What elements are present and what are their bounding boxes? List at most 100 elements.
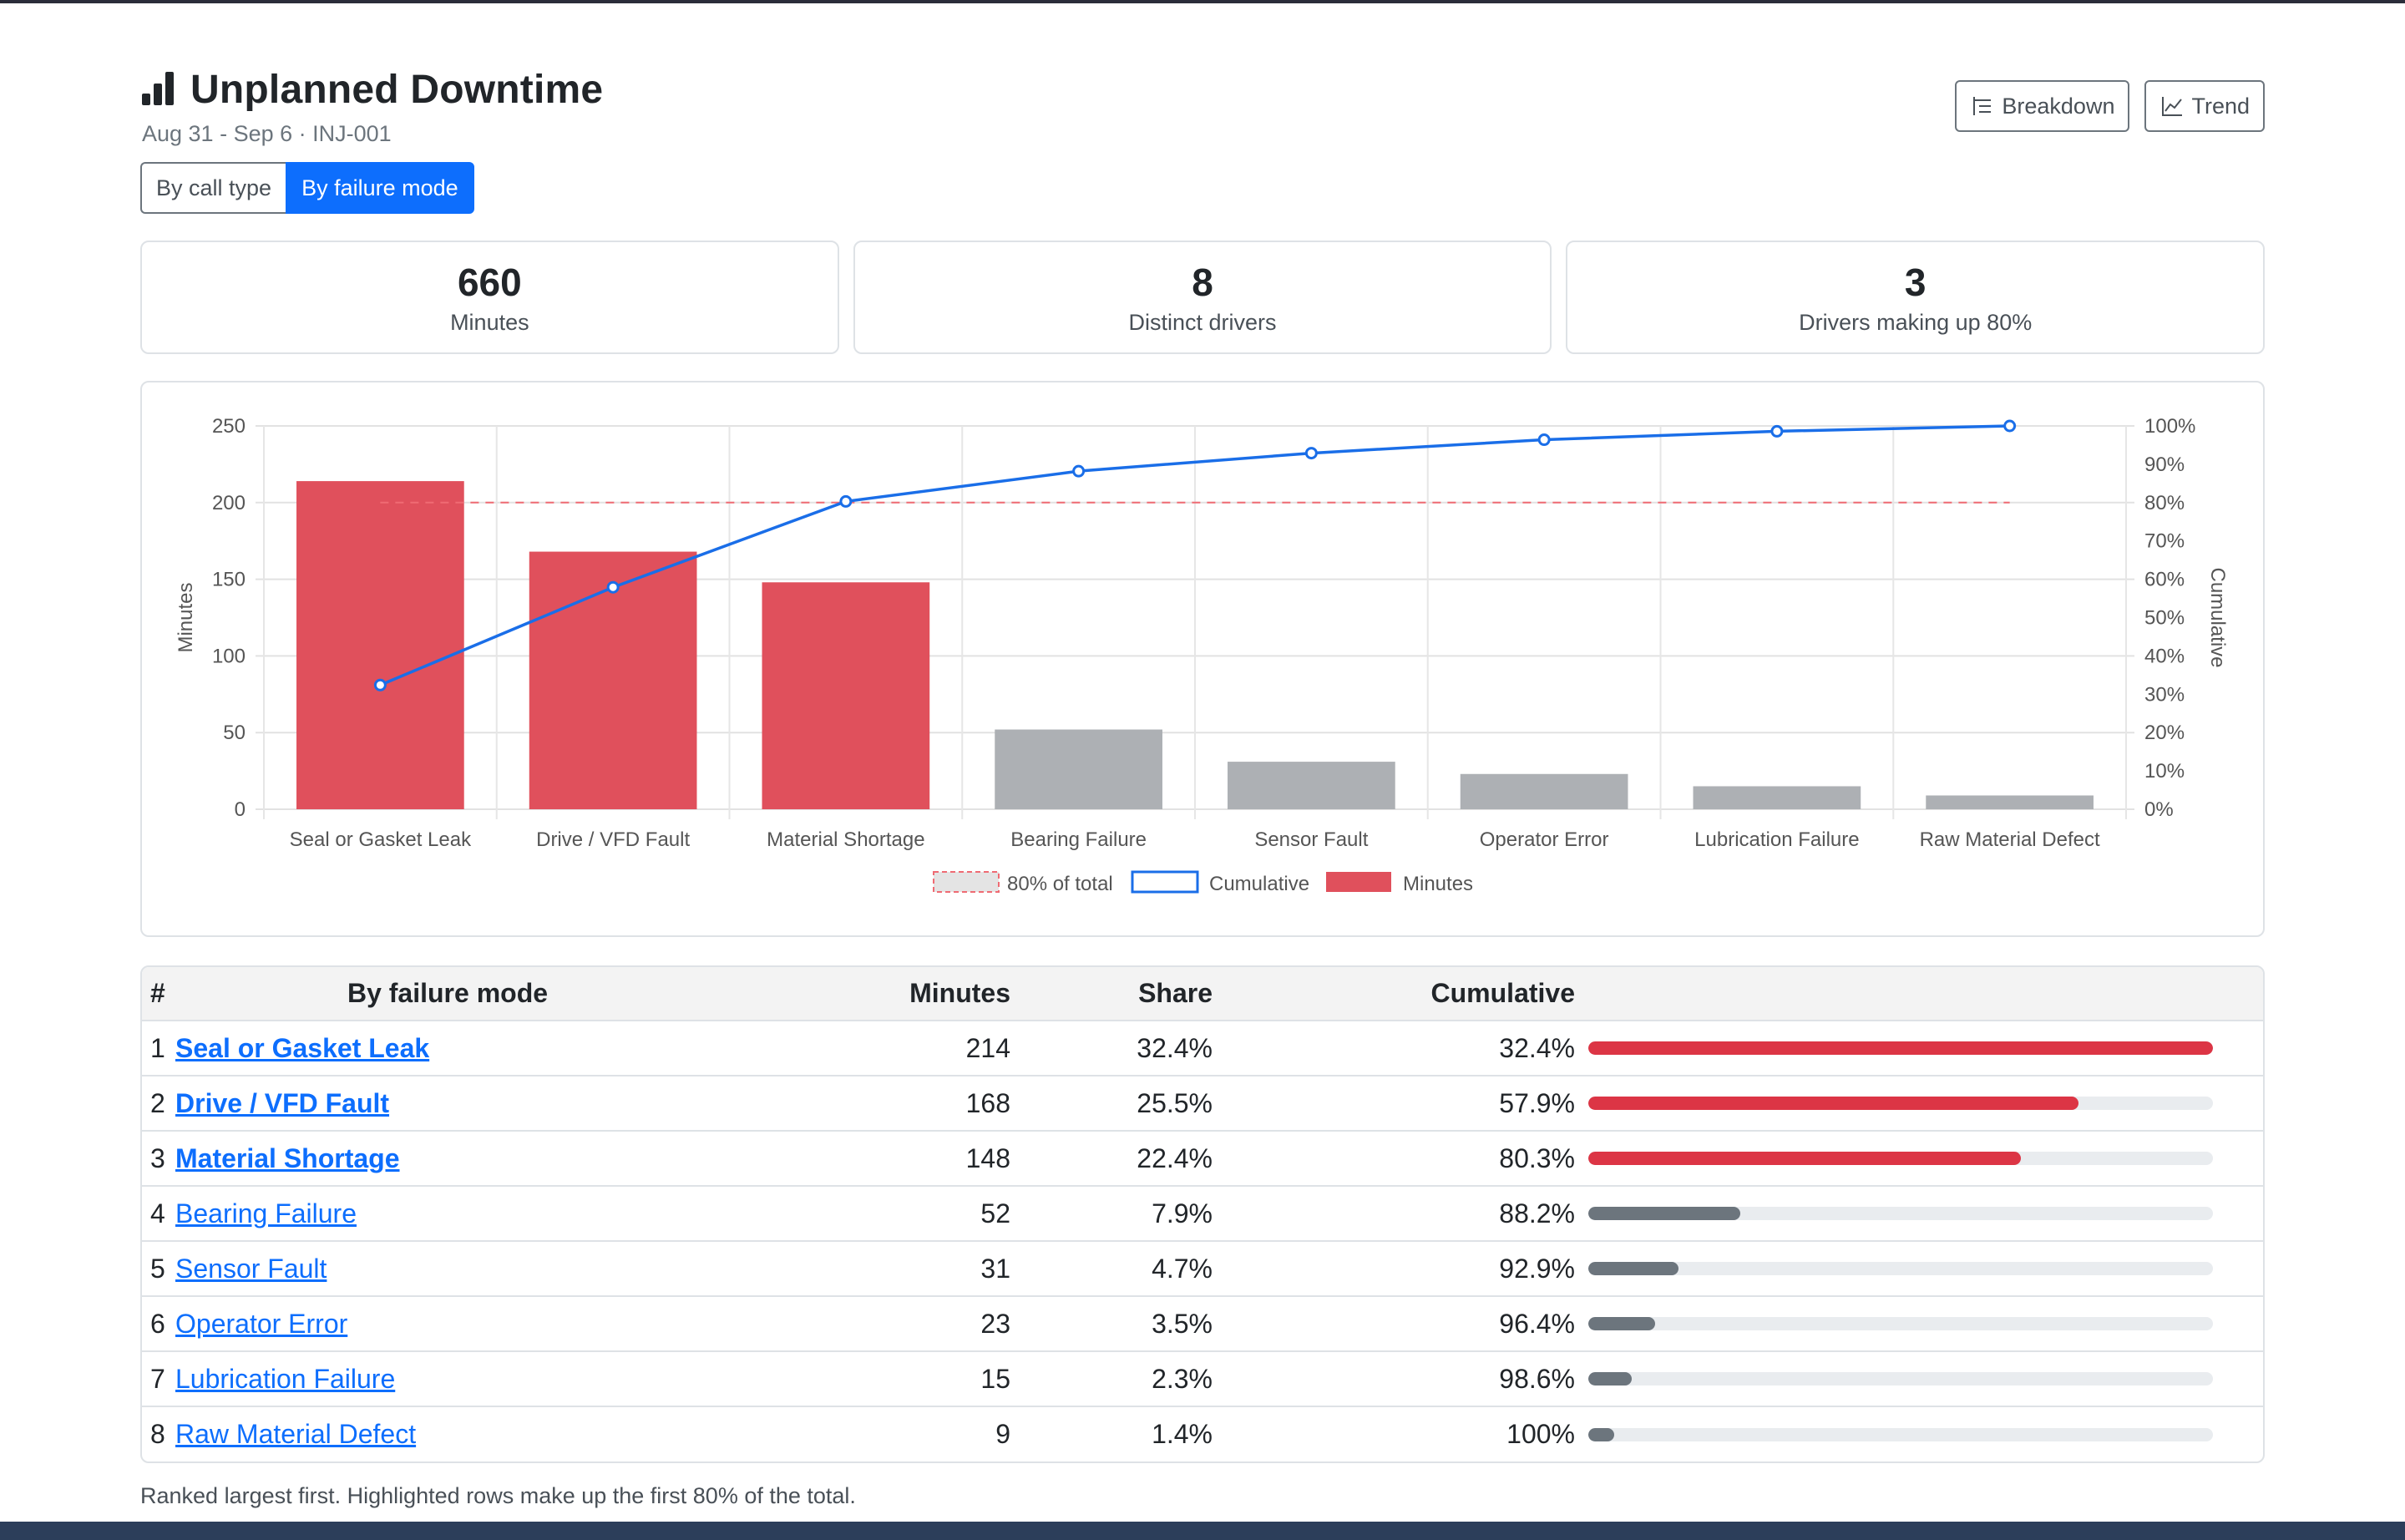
progress-fill	[1588, 1427, 1615, 1441]
x-tick-label: Sensor Fault	[1254, 828, 1368, 851]
y-tick-label: 250	[212, 415, 246, 438]
kpi-card-distinct-drivers: 8 Distinct drivers	[853, 241, 1552, 354]
failure-mode-link[interactable]: Raw Material Defect	[175, 1419, 417, 1449]
failure-mode-link[interactable]: Seal or Gasket Leak	[175, 1032, 430, 1063]
cell-minutes: 31	[980, 1253, 1010, 1284]
by-call-type-button[interactable]: By call type	[140, 162, 286, 214]
breakdown-button[interactable]: Breakdown	[1955, 80, 2130, 132]
legend-label-minutes: Minutes	[1403, 873, 1473, 895]
cell-minutes: 148	[965, 1142, 1010, 1173]
progress-fill	[1588, 1262, 1679, 1275]
by-failure-mode-button[interactable]: By failure mode	[286, 162, 474, 214]
failure-mode-link[interactable]: Drive / VFD Fault	[175, 1087, 390, 1118]
page-header: Unplanned Downtime Aug 31 - Sep 6 · INJ-…	[140, 67, 603, 147]
failure-mode-table-card: # By failure mode Minutes Share Cumulati…	[140, 965, 2265, 1463]
line-chart-icon	[2162, 97, 2183, 116]
x-tick-label: Raw Material Defect	[1920, 828, 2100, 851]
col-header-bar	[1588, 967, 2263, 1021]
y2-tick-label: 80%	[2144, 492, 2185, 514]
progress-track	[1588, 1427, 2213, 1441]
y2-tick-label: 50%	[2144, 607, 2185, 630]
cell-minutes: 214	[965, 1032, 1010, 1063]
progress-track	[1588, 1097, 2213, 1110]
failure-mode-link[interactable]: Lubrication Failure	[175, 1363, 396, 1394]
cell-cumulative: 80.3%	[1499, 1142, 1575, 1173]
table-header-row: # By failure mode Minutes Share Cumulati…	[142, 967, 2263, 1021]
col-header-cumulative[interactable]: Cumulative	[1430, 978, 1575, 1008]
bar-8	[1926, 795, 2094, 809]
table-row: 4 Bearing Failure 52 7.9% 88.2%	[142, 1186, 2263, 1241]
cell-bar	[1588, 1131, 2263, 1186]
table-row: 3 Material Shortage 148 22.4% 80.3%	[142, 1131, 2263, 1186]
cell-cumulative: 96.4%	[1499, 1308, 1575, 1339]
cell-failure-mode: Drive / VFD Fault	[175, 1076, 760, 1131]
table-row: 2 Drive / VFD Fault 168 25.5% 57.9%	[142, 1076, 2263, 1131]
kpi-label: Distinct drivers	[1128, 309, 1277, 335]
kpi-card-minutes: 660 Minutes	[140, 241, 839, 354]
cell-share: 22.4%	[1137, 1142, 1213, 1173]
kpi-row: 660 Minutes 8 Distinct drivers 3 Drivers…	[140, 241, 2266, 354]
y2-tick-label: 0%	[2144, 798, 2174, 821]
list-tree-icon	[1973, 97, 1992, 115]
failure-mode-link[interactable]: Bearing Failure	[175, 1198, 357, 1228]
cell-minutes: 23	[980, 1308, 1010, 1339]
y2-axis-title: Cumulative	[2206, 567, 2229, 667]
page-subtitle: Aug 31 - Sep 6 · INJ-001	[142, 121, 392, 146]
col-header-rank: #	[150, 978, 165, 1008]
legend-label-cumulative: Cumulative	[1209, 873, 1309, 895]
cell-bar	[1588, 1186, 2263, 1241]
kpi-card-drivers-80: 3 Drivers making up 80%	[1566, 241, 2266, 354]
cumulative-point	[839, 494, 853, 508]
progress-fill	[1588, 1372, 1633, 1385]
failure-mode-table: # By failure mode Minutes Share Cumulati…	[142, 967, 2263, 1461]
failure-mode-link[interactable]: Material Shortage	[175, 1142, 400, 1173]
y2-tick-label: 30%	[2144, 683, 2185, 706]
trend-button[interactable]: Trend	[2144, 80, 2265, 132]
progress-track	[1588, 1207, 2213, 1220]
bar-1	[296, 481, 464, 809]
cell-cumulative: 100%	[1506, 1419, 1575, 1449]
cell-failure-mode: Bearing Failure	[175, 1186, 760, 1241]
x-tick-label: Drive / VFD Fault	[536, 828, 690, 851]
pareto-chart-card: 0 50 100 150 200 250 0% 10% 20% 30% 40% 50% 60% 70% 80…	[140, 381, 2265, 937]
cell-rank: 6	[150, 1308, 165, 1339]
cell-bar	[1588, 1021, 2263, 1076]
cumulative-point	[1072, 464, 1086, 478]
bar-7	[1693, 786, 1861, 809]
y-tick-label: 200	[212, 492, 246, 514]
bar-3	[762, 582, 930, 809]
y-axis-title: Minutes	[175, 582, 197, 652]
y2-tick-label: 60%	[2144, 569, 2185, 591]
col-header-minutes[interactable]: Minutes	[909, 978, 1010, 1008]
y-tick-label: 0	[235, 798, 246, 821]
cell-minutes: 9	[995, 1419, 1010, 1449]
table-row: 5 Sensor Fault 31 4.7% 92.9%	[142, 1241, 2263, 1296]
progress-fill	[1588, 1097, 2079, 1110]
cumulative-point	[1304, 447, 1318, 460]
col-header-failure-mode[interactable]: By failure mode	[347, 978, 549, 1008]
cumulative-point	[606, 580, 620, 594]
table-row: 8 Raw Material Defect 9 1.4% 100%	[142, 1406, 2263, 1461]
col-header-share[interactable]: Share	[1138, 978, 1213, 1008]
cumulative-point	[2003, 419, 2017, 433]
failure-mode-link[interactable]: Operator Error	[175, 1308, 348, 1339]
progress-fill	[1588, 1207, 1740, 1220]
failure-mode-link[interactable]: Sensor Fault	[175, 1253, 327, 1284]
table-row: 6 Operator Error 23 3.5% 96.4%	[142, 1296, 2263, 1351]
cell-rank: 5	[150, 1253, 165, 1284]
cell-share: 2.3%	[1152, 1363, 1213, 1394]
kpi-value: 8	[1192, 260, 1213, 304]
cell-rank: 3	[150, 1142, 165, 1173]
y2-tick-label: 90%	[2144, 453, 2185, 476]
y2-tick-label: 20%	[2144, 722, 2185, 744]
cell-cumulative: 92.9%	[1499, 1253, 1575, 1284]
x-tick-label: Seal or Gasket Leak	[290, 828, 472, 851]
legend-swatch-threshold	[933, 871, 1000, 893]
cell-rank: 2	[150, 1087, 165, 1118]
progress-fill	[1588, 1317, 1656, 1330]
cell-failure-mode: Sensor Fault	[175, 1241, 760, 1296]
cell-share: 4.7%	[1152, 1253, 1213, 1284]
cell-rank: 1	[150, 1032, 165, 1063]
title-row: Unplanned Downtime	[140, 67, 603, 113]
cell-failure-mode: Material Shortage	[175, 1131, 760, 1186]
